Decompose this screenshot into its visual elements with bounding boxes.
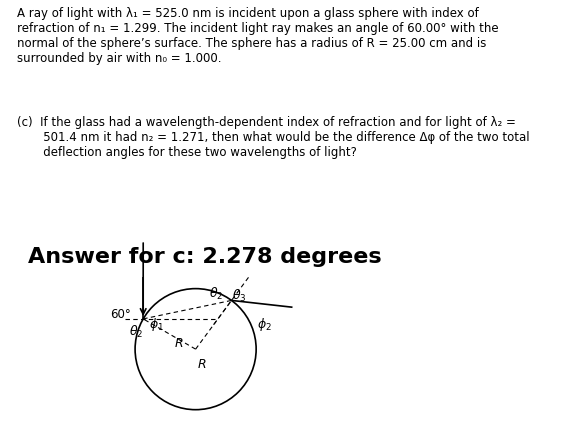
Text: $\phi_2$: $\phi_2$ bbox=[257, 316, 272, 333]
Text: Answer for c: 2.278 degrees: Answer for c: 2.278 degrees bbox=[28, 247, 382, 267]
Text: (c)  If the glass had a wavelength-dependent index of refraction and for light o: (c) If the glass had a wavelength-depend… bbox=[17, 116, 529, 159]
Text: R: R bbox=[174, 337, 183, 350]
Text: $\theta_2$: $\theta_2$ bbox=[129, 324, 143, 340]
Text: A ray of light with λ₁ = 525.0 nm is incident upon a glass sphere with index of
: A ray of light with λ₁ = 525.0 nm is inc… bbox=[17, 7, 498, 65]
Text: $\theta_2$: $\theta_2$ bbox=[209, 286, 224, 302]
Text: 60°: 60° bbox=[110, 308, 130, 321]
Text: $\theta_3$: $\theta_3$ bbox=[232, 288, 247, 304]
Text: R: R bbox=[197, 358, 206, 371]
Text: $\phi_1$: $\phi_1$ bbox=[149, 317, 164, 334]
